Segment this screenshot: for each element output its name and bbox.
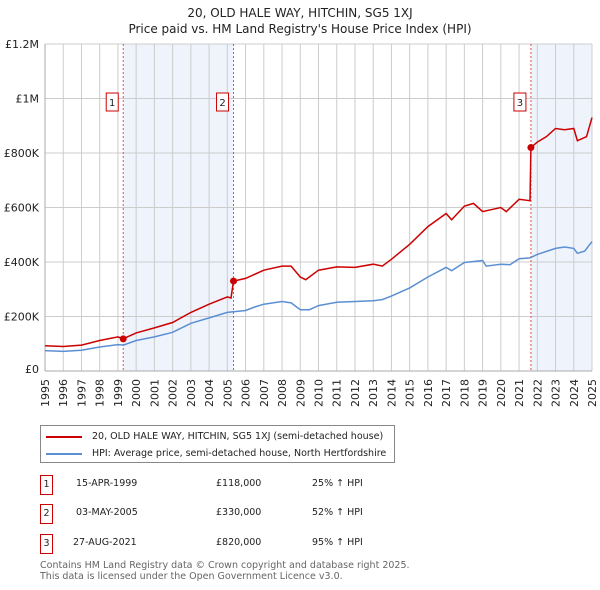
sale-marker-label: 2 [219,98,225,109]
x-tick-label: 2001 [148,379,161,407]
x-tick-label: 2006 [240,379,253,407]
sale-date: 03-MAY-2005 [76,507,138,518]
legend-swatch-property [46,435,82,438]
legend-row-hpi: HPI: Average price, semi-detached house,… [46,447,386,460]
y-tick-label: £0 [25,363,39,376]
x-tick-label: 2011 [331,379,344,407]
sale-point [230,277,238,285]
sale-point [527,144,535,152]
x-tick-label: 2017 [440,379,453,407]
x-tick-label: 2024 [568,379,581,407]
property-price-line [44,117,593,348]
x-tick-label: 2014 [385,379,398,407]
x-tick-label: 1998 [94,379,107,407]
x-tick-label: 2023 [550,379,563,407]
x-tick-label: 2022 [531,379,544,407]
legend: 20, OLD HALE WAY, HITCHIN, SG5 1XJ (semi… [40,425,396,463]
x-tick-label: 2004 [203,379,216,407]
y-tick-label: £800K [4,147,40,160]
x-tick-label: 2015 [404,379,417,407]
y-tick-label: £400K [4,256,40,269]
sale-marker-box [216,92,230,112]
sale-marker-box [513,92,527,112]
x-tick-label: 2016 [422,379,435,407]
x-tick-label: 2003 [185,379,198,407]
sale-row: 2 03-MAY-2005 £330,000 52% ↑ HPI [40,504,440,524]
sale-price: £820,000 [216,537,262,548]
x-tick-label: 2009 [294,379,307,407]
legend-row-property: 20, OLD HALE WAY, HITCHIN, SG5 1XJ (semi… [46,430,386,443]
x-tick-label: 1999 [112,379,125,407]
sale-marker: 1 [40,475,53,495]
y-tick-label: £1.2M [5,38,39,51]
x-tick-label: 2007 [258,379,271,407]
sale-date: 15-APR-1999 [76,478,138,489]
sale-price: £118,000 [216,478,262,489]
sale-point [119,335,127,343]
x-tick-label: 2008 [276,379,289,407]
sale-hpi: 95% ↑ HPI [312,537,363,548]
x-tick-label: 2013 [367,379,380,407]
footer: Contains HM Land Registry data © Crown c… [40,560,410,582]
sale-marker: 2 [40,504,53,524]
y-tick-label: £600K [4,202,40,215]
sale-hpi: 52% ↑ HPI [312,507,363,518]
legend-swatch-hpi [46,452,82,455]
chart-title: 20, OLD HALE WAY, HITCHIN, SG5 1XJ [187,6,412,20]
y-tick-label: £200K [4,311,40,324]
sale-marker-box [105,92,119,112]
y-tick-label: £1M [16,93,40,106]
legend-label-hpi: HPI: Average price, semi-detached house,… [92,448,387,459]
footer-copyright: Contains HM Land Registry data © Crown c… [40,560,410,571]
x-tick-label: 2005 [221,379,234,407]
chart-subtitle: Price paid vs. HM Land Registry's House … [128,22,471,36]
sale-row: 1 15-APR-1999 £118,000 25% ↑ HPI [40,475,440,495]
sale-row: 3 27-AUG-2021 £820,000 95% ↑ HPI [40,534,440,554]
sale-marker: 3 [40,534,53,554]
sale-marker-label: 1 [109,98,115,109]
sale-price: £330,000 [216,507,262,518]
x-tick-label: 2019 [477,379,490,407]
x-tick-label: 2018 [458,379,471,407]
x-tick-label: 1996 [57,379,70,407]
sale-hpi: 25% ↑ HPI [312,478,363,489]
sale-date: 27-AUG-2021 [73,537,137,548]
hpi-line [44,241,593,353]
x-tick-label: 1997 [75,379,88,407]
price-chart: 20, OLD HALE WAY, HITCHIN, SG5 1XJ Price … [4,6,599,407]
x-tick-label: 2012 [349,379,362,407]
legend-label-property: 20, OLD HALE WAY, HITCHIN, SG5 1XJ (semi… [92,431,384,442]
x-tick-label: 2010 [313,379,326,407]
x-tick-label: 1995 [39,379,52,407]
footer-licence: This data is licensed under the Open Gov… [40,571,343,582]
sale-marker-label: 3 [517,98,523,109]
x-tick-label: 2000 [130,379,143,407]
x-tick-label: 2021 [513,379,526,407]
x-tick-label: 2025 [586,379,599,407]
x-tick-label: 2002 [167,379,180,407]
x-tick-label: 2020 [495,379,508,407]
